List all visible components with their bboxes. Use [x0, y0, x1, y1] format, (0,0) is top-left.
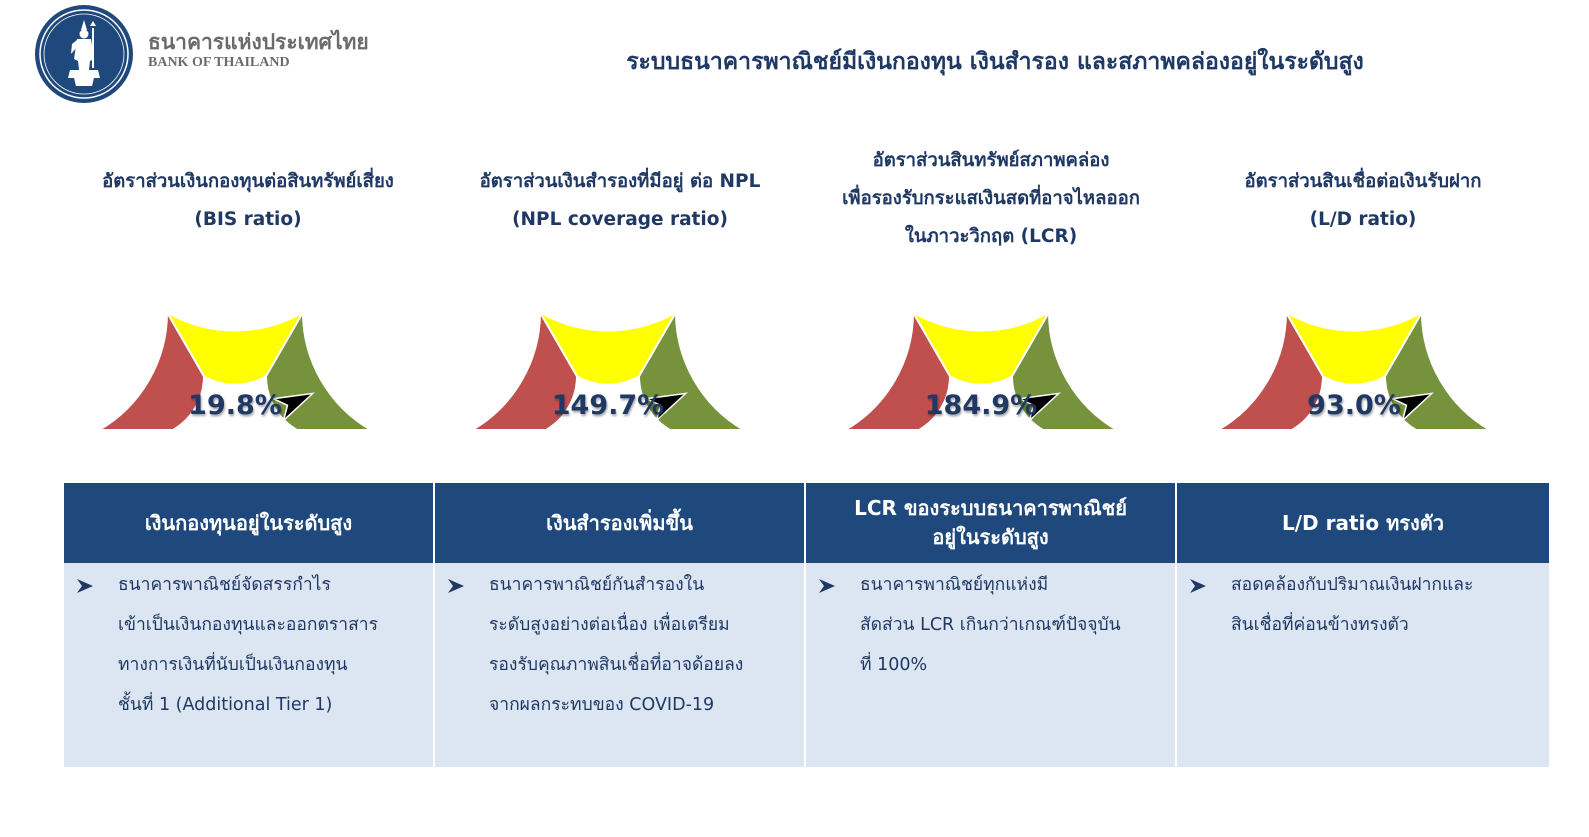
- gauge-value: 93.0%: [1307, 390, 1401, 421]
- column-header-line: L/D ratio ทรงตัว: [1281, 510, 1444, 535]
- gauge-dial: [99, 308, 371, 431]
- gauge-label-line: เพื่อรองรับกระแสเงินสดที่อาจไหลออก: [842, 188, 1140, 209]
- column-body: ธนาคารพาณิชย์ทุกแห่งมี สัดส่วน LCR เกินก…: [806, 563, 1175, 767]
- column-body-text: ธนาคารพาณิชย์จัดสรรกำไร เข้าเป็นเงินกองท…: [118, 565, 430, 725]
- column-header: LCR ของระบบธนาคารพาณิชย์ อยู่ในระดับสูง: [806, 483, 1175, 563]
- body-line: ระดับสูงอย่างต่อเนื่อง เพื่อเตรียม: [489, 615, 730, 635]
- gauge-label-line: (BIS ratio): [194, 209, 302, 230]
- gauge-dial: [472, 308, 744, 431]
- gauge-band-yellow: [164, 309, 306, 386]
- gauge-ld: 93.0%: [1218, 292, 1490, 432]
- gauge-band-red: [1218, 308, 1325, 431]
- body-line: ธนาคารพาณิชย์ทุกแห่งมี: [860, 575, 1049, 595]
- column-header-line: เงินสำรองเพิ่มขึ้น: [546, 510, 693, 535]
- arrow-bullet-icon: [448, 579, 464, 593]
- gauge-npl-coverage: 149.7%: [472, 292, 744, 432]
- summary-column-lcr: LCR ของระบบธนาคารพาณิชย์ อยู่ในระดับสูง …: [806, 483, 1175, 767]
- column-body-text: สอดคล้องกับปริมาณเงินฝากและ สินเชื่อที่ค…: [1231, 565, 1543, 645]
- body-line: จากผลกระทบของ COVID-19: [489, 695, 715, 715]
- arrow-bullet-icon: [819, 579, 835, 593]
- gauge-label-ld: อัตราส่วนสินเชื่อต่อเงินรับฝาก (L/D rati…: [1178, 163, 1548, 239]
- gauge-label-line: ในภาวะวิกฤต (LCR): [904, 226, 1078, 247]
- body-line: ชั้นที่ 1 (Additional Tier 1): [118, 695, 333, 715]
- column-header-line: อยู่ในระดับสูง: [932, 525, 1049, 549]
- column-header-line: เงินกองทุนอยู่ในระดับสูง: [144, 510, 353, 535]
- gauge-band-red: [845, 308, 952, 431]
- gauge-needle: [1389, 392, 1435, 423]
- column-header: เงินกองทุนอยู่ในระดับสูง: [64, 483, 433, 563]
- gauge-label-line: อัตราส่วนเงินสำรองที่มีอยู่ ต่อ NPL: [479, 171, 761, 192]
- summary-column-ld-ratio: L/D ratio ทรงตัว สอดคล้องกับปริมาณเงินฝา…: [1177, 483, 1549, 767]
- gauge-band-red: [99, 308, 206, 431]
- gauge-lcr: 184.9%: [845, 292, 1117, 432]
- column-body: ธนาคารพาณิชย์กันสำรองใน ระดับสูงอย่างต่อ…: [435, 563, 804, 767]
- body-line: ธนาคารพาณิชย์กันสำรองใน: [489, 575, 705, 595]
- column-header-line: LCR ของระบบธนาคารพาณิชย์: [854, 496, 1127, 520]
- column-body: ธนาคารพาณิชย์จัดสรรกำไร เข้าเป็นเงินกองท…: [64, 563, 433, 767]
- gauge-label-line: (L/D ratio): [1309, 209, 1417, 230]
- bank-of-thailand-logo: [35, 5, 133, 103]
- body-line: สอดคล้องกับปริมาณเงินฝากและ: [1231, 575, 1474, 595]
- gauge-value: 19.8%: [188, 390, 282, 421]
- body-line: สินเชื่อที่ค่อนข้างทรงตัว: [1231, 615, 1409, 635]
- gauge-bis: 19.8%: [99, 292, 371, 432]
- column-body-text: ธนาคารพาณิชย์ทุกแห่งมี สัดส่วน LCR เกินก…: [860, 565, 1172, 685]
- brand-name-thai: ธนาคารแห่งประเทศไทย: [148, 30, 369, 54]
- column-header: เงินสำรองเพิ่มขึ้น: [435, 483, 804, 563]
- body-line: เข้าเป็นเงินกองทุนและออกตราสาร: [118, 615, 378, 635]
- gauge-label-lcr: อัตราส่วนสินทรัพย์สภาพคล่อง เพื่อรองรับก…: [806, 142, 1176, 256]
- gauge-value: 149.7%: [551, 390, 665, 421]
- gauge-value: 184.9%: [924, 390, 1038, 421]
- gauge-band-red: [472, 308, 579, 431]
- summary-column-reserves: เงินสำรองเพิ่มขึ้น ธนาคารพาณิชย์กันสำรอง…: [435, 483, 804, 767]
- column-header: L/D ratio ทรงตัว: [1177, 483, 1549, 563]
- brand-name-english: BANK OF THAILAND: [148, 55, 290, 70]
- gauge-label-bis: อัตราส่วนเงินกองทุนต่อสินทรัพย์เสี่ยง (B…: [63, 163, 433, 239]
- gauge-label-line: อัตราส่วนสินเชื่อต่อเงินรับฝาก: [1244, 171, 1482, 192]
- gauge-label-npl: อัตราส่วนเงินสำรองที่มีอยู่ ต่อ NPL (NPL…: [435, 163, 805, 239]
- body-line: ทางการเงินที่นับเป็นเงินกองทุน: [118, 655, 348, 675]
- summary-column-capital: เงินกองทุนอยู่ในระดับสูง ธนาคารพาณิชย์จั…: [64, 483, 433, 767]
- body-line: ธนาคารพาณิชย์จัดสรรกำไร: [118, 575, 331, 595]
- gauge-label-line: อัตราส่วนสินทรัพย์สภาพคล่อง: [872, 150, 1110, 171]
- gauge-band-yellow: [910, 309, 1052, 386]
- body-line: ที่ 100%: [860, 655, 928, 675]
- column-body-text: ธนาคารพาณิชย์กันสำรองใน ระดับสูงอย่างต่อ…: [489, 565, 801, 725]
- body-line: สัดส่วน LCR เกินกว่าเกณฑ์ปัจจุบัน: [860, 615, 1121, 635]
- page-title: ระบบธนาคารพาณิชย์มีเงินกองทุน เงินสำรอง …: [626, 49, 1364, 75]
- gauge-needle: [643, 392, 689, 423]
- gauge-label-line: (NPL coverage ratio): [512, 209, 728, 230]
- summary-table: เงินกองทุนอยู่ในระดับสูง ธนาคารพาณิชย์จั…: [64, 483, 1549, 767]
- column-body: สอดคล้องกับปริมาณเงินฝากและ สินเชื่อที่ค…: [1177, 563, 1549, 767]
- gauge-band-yellow: [1283, 309, 1425, 386]
- arrow-bullet-icon: [1190, 579, 1206, 593]
- gauge-band-yellow: [537, 309, 679, 386]
- gauge-dial: [1218, 308, 1490, 431]
- gauge-dial: [845, 308, 1117, 431]
- gauge-label-line: อัตราส่วนเงินกองทุนต่อสินทรัพย์เสี่ยง: [102, 171, 394, 192]
- gauge-needle: [270, 392, 316, 423]
- body-line: รองรับคุณภาพสินเชื่อที่อาจด้อยลง: [489, 655, 744, 675]
- gauge-needle: [1016, 392, 1062, 423]
- arrow-bullet-icon: [77, 579, 93, 593]
